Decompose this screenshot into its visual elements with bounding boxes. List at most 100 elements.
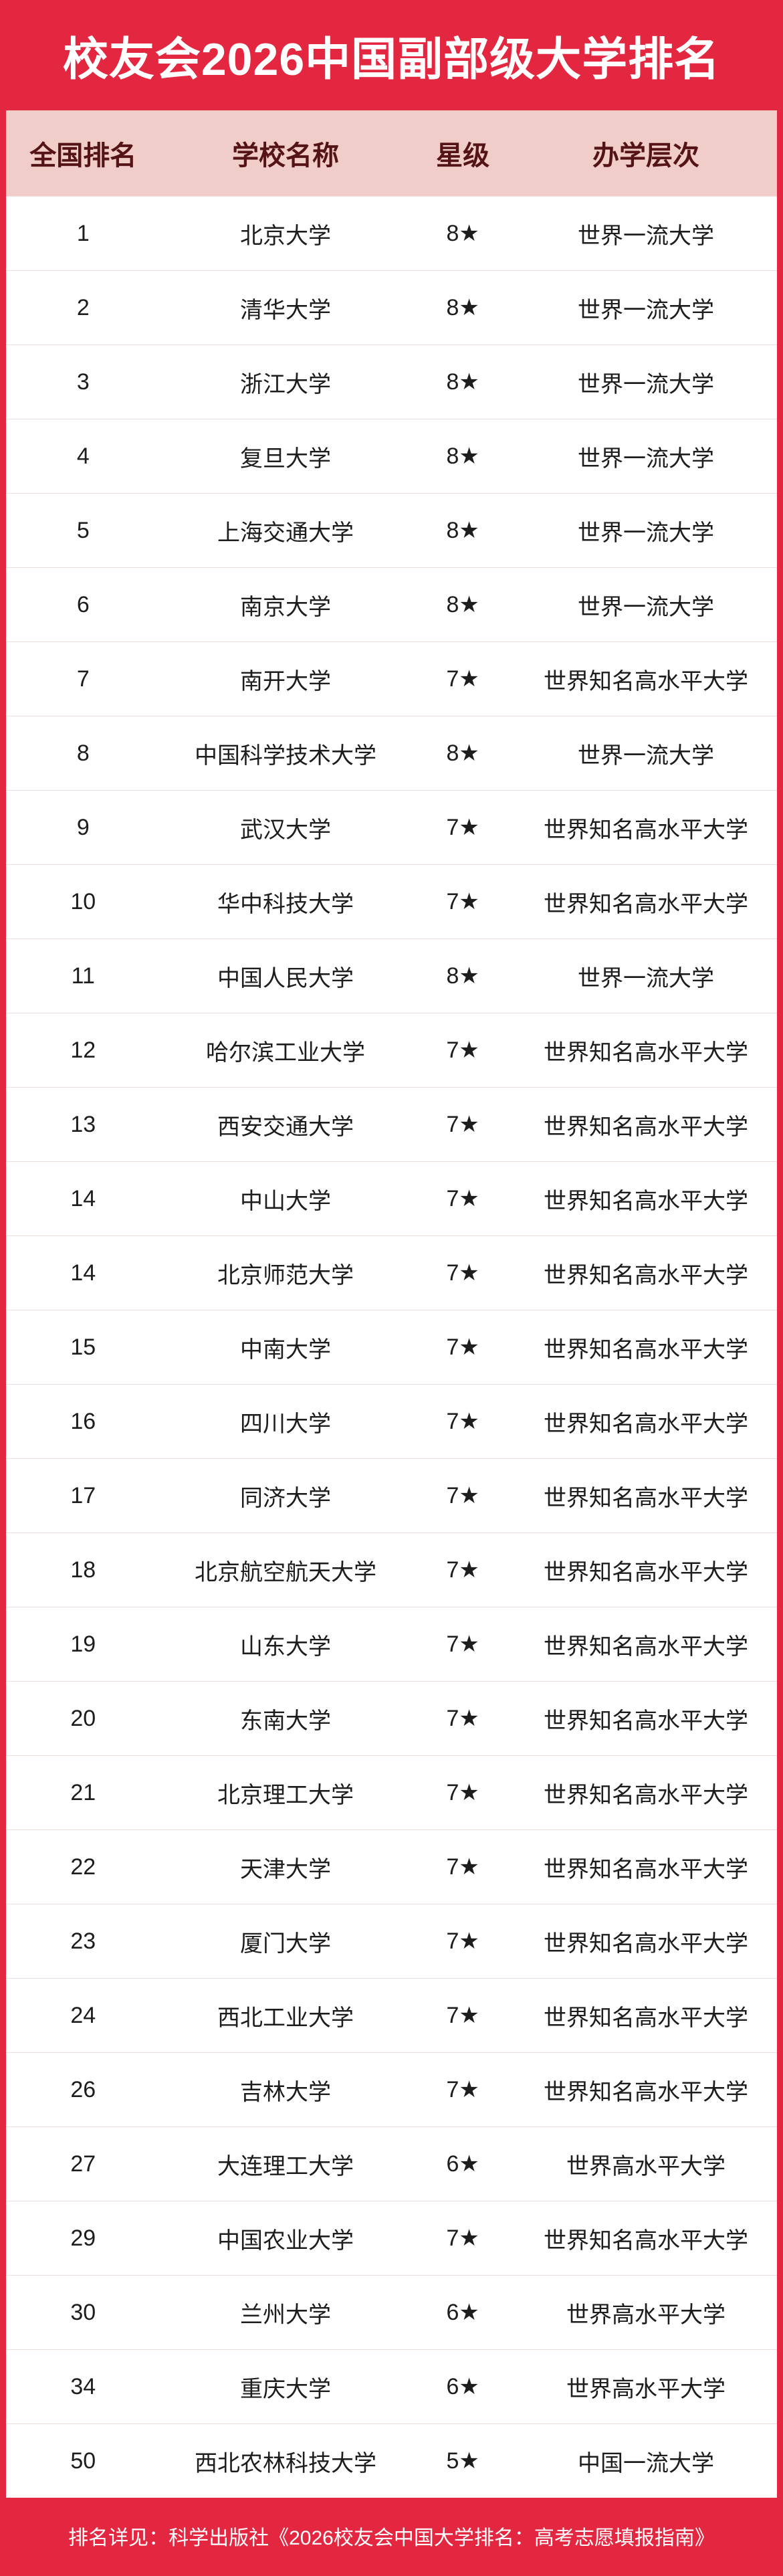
cell-school-name: 中国科学技术大学 <box>194 742 376 769</box>
ranking-table-container: 全国排名 学校名称 星级 办学层次 1 北京大学 8★ 世界一流大学 2 清华大学 8★ 世界… <box>6 110 777 2498</box>
title-banner: 校友会2026中国副部级大学排名 <box>0 0 783 110</box>
cell-school-name: 四川大学 <box>239 1411 331 1437</box>
cell-school-tier: 世界一流大学 <box>577 297 714 323</box>
cell-school-tier: 世界知名高水平大学 <box>543 1262 748 1288</box>
cell-school-name: 西安交通大学 <box>217 1114 354 1140</box>
cell-star-level: 8★ <box>446 740 479 766</box>
table-row: 23 厦门大学 7★ 世界知名高水平大学 <box>6 1904 777 1979</box>
cell-star-level: 7★ <box>446 1186 479 1211</box>
cell-school-tier: 世界知名高水平大学 <box>543 1114 748 1140</box>
cell-school-name: 吉林大学 <box>239 2079 331 2105</box>
cell-school-name: 北京师范大学 <box>217 1262 354 1288</box>
cell-school-tier: 世界一流大学 <box>577 742 714 769</box>
table-row: 30 兰州大学 6★ 世界高水平大学 <box>6 2276 777 2350</box>
cell-star-level: 8★ <box>446 518 479 543</box>
cell-school-tier: 世界知名高水平大学 <box>543 2227 748 2254</box>
page-title: 校友会2026中国副部级大学排名 <box>62 34 721 85</box>
cell-national-rank: 1 <box>76 220 90 246</box>
cell-star-level: 7★ <box>446 1706 479 1731</box>
cell-school-tier: 世界知名高水平大学 <box>543 2005 748 2031</box>
table-row: 7 南开大学 7★ 世界知名高水平大学 <box>6 642 777 716</box>
cell-national-rank: 16 <box>70 1408 96 1434</box>
table-row: 26 吉林大学 7★ 世界知名高水平大学 <box>6 2053 777 2127</box>
cell-school-tier: 世界知名高水平大学 <box>543 891 748 917</box>
footer-note-bar: 排名详见：科学出版社《2026校友会中国大学排名：高考志愿填报指南》 <box>0 2498 783 2574</box>
cell-star-level: 8★ <box>446 592 479 617</box>
cell-star-level: 6★ <box>446 2374 479 2399</box>
cell-school-tier: 世界一流大学 <box>577 965 714 991</box>
cell-school-name: 兰州大学 <box>239 2302 331 2328</box>
cell-school-name: 中南大学 <box>239 1336 331 1363</box>
cell-star-level: 8★ <box>446 295 479 320</box>
table-row: 12 哈尔滨工业大学 7★ 世界知名高水平大学 <box>6 1013 777 1088</box>
cell-star-level: 7★ <box>446 1334 479 1360</box>
cell-national-rank: 5 <box>76 517 90 543</box>
cell-school-tier: 世界知名高水平大学 <box>543 1633 748 1660</box>
table-row: 14 中山大学 7★ 世界知名高水平大学 <box>6 1162 777 1236</box>
cell-school-name: 重庆大学 <box>239 2376 331 2402</box>
cell-school-name: 东南大学 <box>239 1708 331 1734</box>
cell-school-tier: 世界一流大学 <box>577 594 714 620</box>
table-row: 16 四川大学 7★ 世界知名高水平大学 <box>6 1385 777 1459</box>
cell-school-tier: 世界知名高水平大学 <box>543 668 748 694</box>
cell-school-name: 中国农业大学 <box>217 2227 354 2254</box>
cell-star-level: 8★ <box>446 443 479 469</box>
table-row: 24 西北工业大学 7★ 世界知名高水平大学 <box>6 1979 777 2053</box>
table-row: 21 北京理工大学 7★ 世界知名高水平大学 <box>6 1756 777 1830</box>
cell-school-name: 复旦大学 <box>239 445 331 472</box>
cell-school-tier: 世界知名高水平大学 <box>543 1708 748 1734</box>
cell-national-rank: 6 <box>76 591 90 617</box>
table-row: 17 同济大学 7★ 世界知名高水平大学 <box>6 1459 777 1533</box>
table-row: 2 清华大学 8★ 世界一流大学 <box>6 271 777 345</box>
cell-national-rank: 13 <box>70 1111 96 1137</box>
cell-star-level: 7★ <box>446 815 479 840</box>
table-row: 27 大连理工大学 6★ 世界高水平大学 <box>6 2127 777 2201</box>
cell-national-rank: 23 <box>70 1928 96 1954</box>
cell-national-rank: 9 <box>76 814 90 840</box>
cell-school-tier: 世界知名高水平大学 <box>543 1856 748 1882</box>
cell-star-level: 7★ <box>446 1854 479 1880</box>
table-row: 18 北京航空航天大学 7★ 世界知名高水平大学 <box>6 1533 777 1607</box>
cell-national-rank: 22 <box>70 1854 96 1880</box>
table-row: 14 北京师范大学 7★ 世界知名高水平大学 <box>6 1236 777 1310</box>
table-row: 29 中国农业大学 7★ 世界知名高水平大学 <box>6 2201 777 2276</box>
cell-school-name: 哈尔滨工业大学 <box>205 1039 365 1066</box>
cell-star-level: 8★ <box>446 369 479 395</box>
cell-national-rank: 34 <box>70 2373 96 2399</box>
table-row: 50 西北农林科技大学 5★ 中国一流大学 <box>6 2424 777 2498</box>
cell-star-level: 7★ <box>446 1112 479 1137</box>
cell-school-name: 南开大学 <box>239 668 331 694</box>
cell-national-rank: 11 <box>71 963 95 989</box>
cell-school-name: 北京理工大学 <box>217 1782 354 1808</box>
cell-national-rank: 12 <box>70 1037 96 1063</box>
cell-school-tier: 世界一流大学 <box>577 371 714 397</box>
cell-star-level: 6★ <box>446 2300 479 2325</box>
cell-national-rank: 10 <box>70 888 96 914</box>
table-row: 5 上海交通大学 8★ 世界一流大学 <box>6 494 777 568</box>
cell-national-rank: 26 <box>70 2076 96 2102</box>
cell-star-level: 7★ <box>446 1409 479 1434</box>
cell-national-rank: 24 <box>70 2002 96 2028</box>
cell-school-tier: 世界知名高水平大学 <box>543 1559 748 1585</box>
cell-star-level: 7★ <box>446 1780 479 1805</box>
col-header-star-level: 星级 <box>411 110 515 197</box>
cell-school-tier: 世界知名高水平大学 <box>543 1411 748 1437</box>
table-row: 20 东南大学 7★ 世界知名高水平大学 <box>6 1682 777 1756</box>
cell-star-level: 7★ <box>446 1483 479 1508</box>
cell-school-tier: 世界知名高水平大学 <box>543 2079 748 2105</box>
cell-school-tier: 世界知名高水平大学 <box>543 817 748 843</box>
cell-star-level: 7★ <box>446 666 479 692</box>
cell-national-rank: 4 <box>76 443 90 469</box>
cell-national-rank: 27 <box>70 2151 96 2177</box>
cell-national-rank: 17 <box>70 1482 96 1508</box>
cell-school-tier: 世界一流大学 <box>577 520 714 546</box>
cell-national-rank: 18 <box>70 1557 96 1583</box>
cell-school-tier: 世界一流大学 <box>577 223 714 249</box>
cell-school-tier: 世界知名高水平大学 <box>543 1188 748 1214</box>
table-row: 3 浙江大学 8★ 世界一流大学 <box>6 345 777 419</box>
table-row: 8 中国科学技术大学 8★ 世界一流大学 <box>6 716 777 791</box>
table-body: 1 北京大学 8★ 世界一流大学 2 清华大学 8★ 世界一流大学 3 浙江大学 8★ 世界一流大学 4… <box>6 197 777 2498</box>
cell-school-tier: 世界高水平大学 <box>566 2376 725 2402</box>
footer-note: 排名详见：科学出版社《2026校友会中国大学排名：高考志愿填报指南》 <box>68 2527 715 2549</box>
